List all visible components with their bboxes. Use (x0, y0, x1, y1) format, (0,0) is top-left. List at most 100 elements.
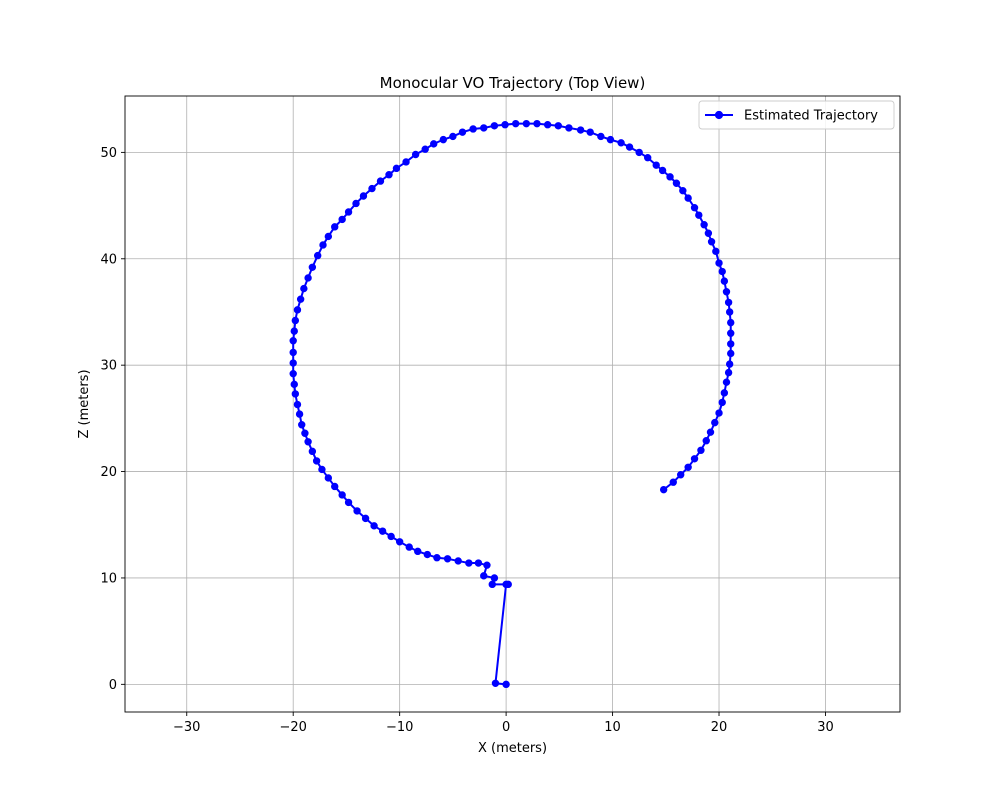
trajectory-point (702, 437, 710, 445)
trajectory-point (727, 318, 735, 327)
trajectory-point (331, 223, 339, 231)
trajectory-point (421, 145, 429, 153)
x-tick-label: 10 (604, 720, 621, 735)
trajectory-point (318, 465, 326, 474)
trajectory-point (672, 179, 681, 187)
x-tick-label: 30 (817, 720, 834, 735)
chart-title: Monocular VO Trajectory (Top View) (380, 74, 646, 92)
trajectory-point (576, 126, 585, 134)
trajectory-point (504, 580, 512, 589)
trajectory-point (679, 186, 687, 195)
trajectory-point (597, 132, 605, 141)
trajectory-point (392, 164, 401, 173)
trajectory-point (344, 208, 353, 216)
trajectory-point (443, 555, 452, 563)
x-tick-label: −30 (173, 720, 200, 735)
trajectory-point (727, 329, 735, 337)
legend-box (698, 100, 895, 130)
trajectory-point (405, 543, 413, 551)
trajectory-point (625, 143, 634, 151)
trajectory-point (308, 263, 317, 271)
legend: Estimated Trajectory (698, 100, 895, 130)
trajectory-point (331, 482, 339, 491)
trajectory-point (704, 229, 713, 237)
y-tick-label: 50 (100, 146, 117, 161)
x-tick-label: −20 (279, 720, 306, 735)
trajectory-point (711, 418, 719, 427)
trajectory-point (659, 485, 668, 494)
legend-label: Estimated Trajectory (744, 109, 878, 124)
trajectory-point (480, 124, 488, 132)
trajectory-point (423, 550, 432, 559)
trajectory-point (361, 514, 370, 523)
trajectory-point (449, 132, 457, 141)
trajectory-point (378, 527, 387, 535)
trajectory-point (301, 429, 309, 437)
trajectory-point (715, 259, 723, 267)
trajectory-point (474, 559, 483, 567)
trajectory-point (376, 177, 385, 185)
trajectory-point (724, 298, 733, 307)
grid-lines (125, 96, 900, 712)
y-axis-label: Z (meters) (77, 369, 92, 438)
trajectory-point (480, 572, 488, 580)
trajectory-point (511, 119, 520, 128)
trajectory-point (502, 680, 510, 689)
trajectory-point (300, 284, 308, 293)
x-tick-label: −10 (386, 720, 413, 735)
trajectory-point (289, 359, 297, 367)
axis-ticks: −30 −20 −10 0 10 20 30 0 10 20 30 40 50 (100, 146, 833, 735)
trajectory-point (402, 158, 410, 166)
trajectory-point (439, 135, 447, 144)
trajectory-point (465, 559, 473, 567)
plot-area (289, 119, 735, 689)
trajectory-point (370, 522, 378, 530)
trajectory-point (635, 148, 643, 157)
trajectory-point (712, 247, 720, 256)
trajectory-point (720, 277, 729, 285)
trajectory-point (718, 267, 726, 276)
trajectory-point (308, 447, 317, 456)
trajectory-point (522, 119, 531, 128)
trajectory-point (359, 192, 368, 200)
trajectory-point (690, 204, 699, 212)
trajectory-point (338, 215, 346, 224)
trajectory-point (289, 348, 297, 357)
trajectory-point (454, 557, 462, 565)
y-tick-label: 20 (100, 465, 117, 480)
trajectory-point (652, 161, 660, 169)
trajectory-point (385, 171, 393, 179)
trajectory-point (338, 491, 346, 499)
trajectory-point (289, 369, 297, 378)
trajectory-point (290, 380, 298, 389)
trajectory-point (725, 308, 734, 316)
trajectory-point (488, 580, 496, 589)
trajectory-point (684, 463, 692, 471)
trajectory-point (700, 221, 708, 229)
trajectory-point (387, 532, 395, 541)
trajectory-point (433, 554, 441, 562)
y-tick-label: 0 (109, 678, 117, 693)
trajectory-point (533, 119, 541, 128)
trajectory-point (617, 139, 625, 147)
trajectory-point (690, 455, 699, 463)
trajectory-point (669, 478, 677, 486)
legend-marker-swatch (714, 110, 724, 120)
trajectory-point (727, 349, 735, 358)
trajectory-point (724, 368, 733, 377)
y-tick-label: 30 (100, 359, 117, 374)
trajectory-point (430, 140, 438, 148)
trajectory-point (319, 241, 327, 249)
trajectory-point (684, 194, 692, 202)
trajectory-point (291, 316, 300, 325)
trajectory-point (352, 199, 360, 208)
trajectory-point (490, 122, 499, 130)
trajectory-point (304, 438, 312, 446)
trajectory-point (411, 150, 420, 159)
trajectory-point (458, 128, 467, 136)
y-tick-label: 40 (100, 252, 117, 267)
trajectory-point (586, 128, 594, 136)
trajectory-point (298, 421, 306, 429)
trajectory-point (295, 410, 304, 418)
